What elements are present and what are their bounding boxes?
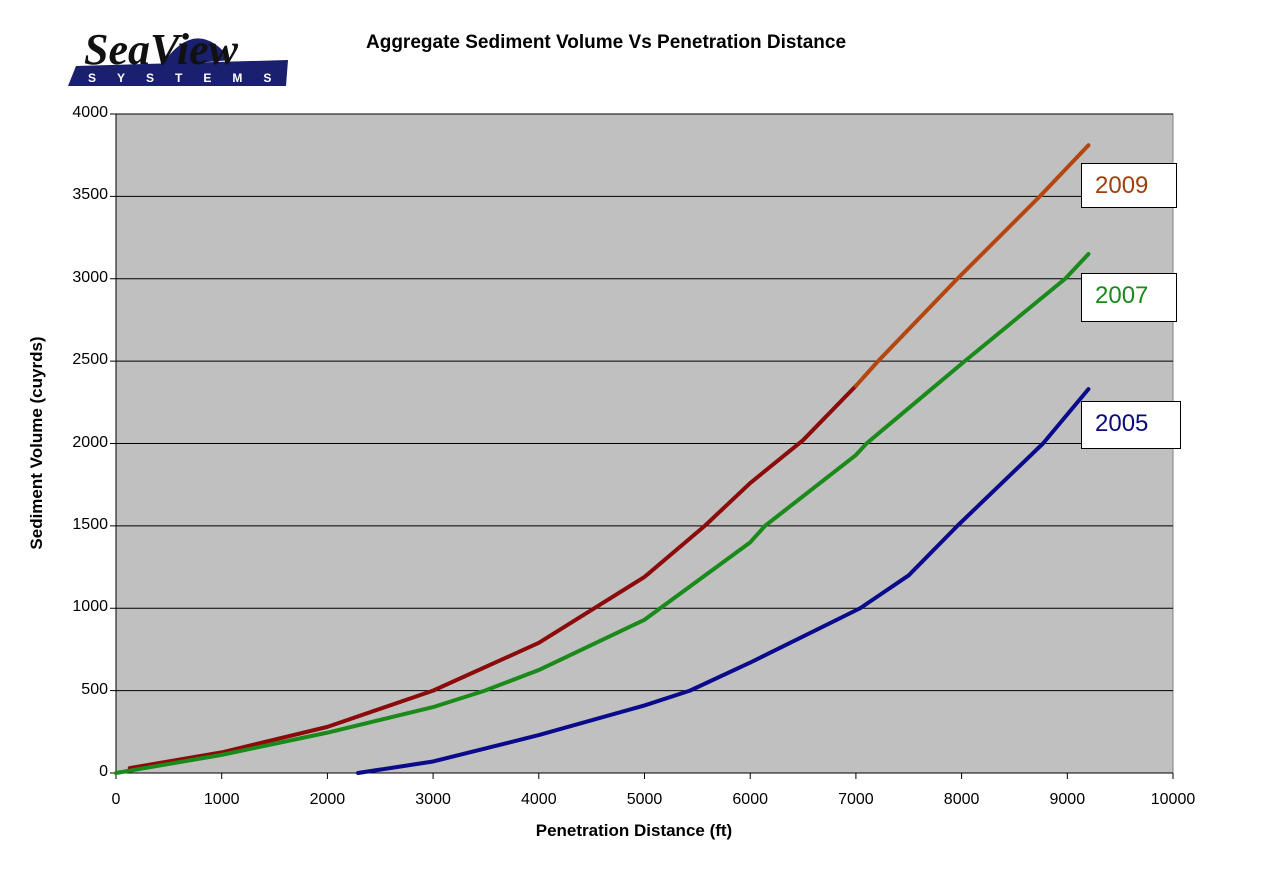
y-tick-label: 2500 (72, 351, 108, 369)
chart-title: Aggregate Sediment Volume Vs Penetration… (366, 32, 847, 53)
svg-text:SeaView: SeaView (84, 25, 239, 74)
y-tick-label: 4000 (72, 104, 108, 121)
x-tick-label: 7000 (838, 791, 874, 808)
x-tick-label: 10000 (1150, 791, 1196, 808)
seaview-logo: SeaView SYSTEMS (66, 20, 294, 88)
series-line-2009 (127, 383, 858, 771)
x-axis-label: Penetration Distance (ft) (535, 821, 733, 840)
x-tick-label: 0 (111, 791, 121, 808)
x-tick-label: 9000 (1049, 791, 1086, 808)
label-text: 2009 (1095, 172, 1149, 199)
x-tick-label: 2000 (309, 791, 346, 808)
y-tick-label: 3500 (72, 186, 108, 204)
x-tick-label: 3000 (415, 791, 451, 808)
y-axis-label: Sediment Volume (cuyrds) (27, 336, 46, 550)
series-line-2009-upper (853, 143, 1091, 388)
x-tick-label: 4000 (521, 791, 557, 808)
y-tick-label: 500 (81, 680, 108, 698)
series-label-2005: 2005 (1081, 401, 1181, 449)
y-tick-label: 2000 (72, 433, 108, 451)
svg-text:SYSTEMS: SYSTEMS (88, 71, 292, 85)
y-tick-label: 1000 (72, 598, 108, 616)
series-label-2009: 2009 (1081, 163, 1177, 208)
x-tick-label: 6000 (732, 791, 768, 808)
x-tick-label: 8000 (943, 791, 980, 808)
y-tick-label: 3000 (72, 268, 108, 286)
y-tick-label: 0 (99, 763, 108, 780)
label-text: 2007 (1095, 282, 1149, 309)
series-label-2007: 2007 (1081, 273, 1177, 322)
x-tick-label: 1000 (203, 791, 240, 808)
series-line-2007 (114, 252, 1091, 775)
label-text: 2005 (1095, 410, 1149, 437)
x-tick-label: 5000 (626, 791, 663, 808)
series-line-2005 (356, 387, 1091, 775)
y-tick-label: 1500 (72, 515, 108, 533)
